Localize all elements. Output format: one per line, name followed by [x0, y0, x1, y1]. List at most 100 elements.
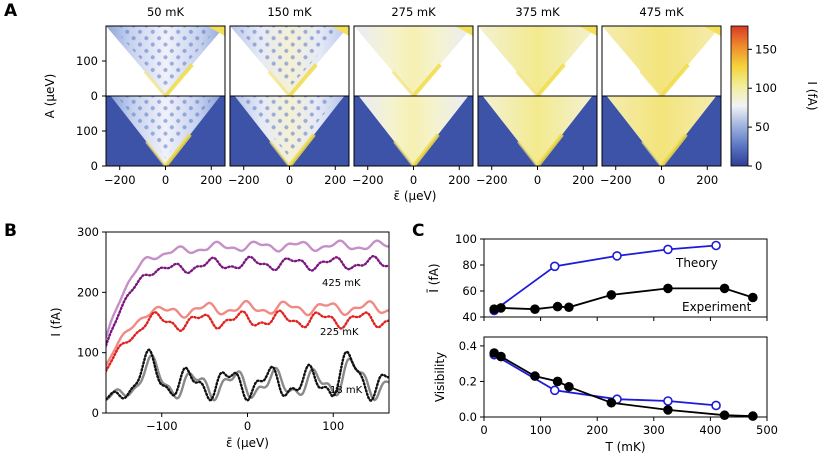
series-annotation: 18 mK: [330, 385, 363, 396]
heatmap-corner-highlight: [207, 26, 225, 36]
y-tick-label: 60: [462, 284, 477, 298]
heatmap-corner-highlight: [579, 26, 597, 36]
x-tick-label: −200: [228, 173, 260, 187]
heatmap-resonance-line: [535, 63, 566, 98]
heatmap-resonance-line: [287, 63, 318, 98]
y-axis-label: Visibility: [433, 352, 447, 402]
y-tick-label: 200: [77, 285, 99, 299]
x-axis-label: ε̄ (μeV): [226, 436, 269, 450]
x-axis-label: T (mK): [604, 440, 645, 454]
x-tick-label: 0: [658, 173, 665, 187]
x-tick-label: 0: [286, 173, 293, 187]
temperature-label: 375 mK: [515, 5, 560, 19]
temperature-label: 150 mK: [267, 5, 312, 19]
x-tick-label: 0: [410, 173, 417, 187]
y-tick-label: 0: [91, 89, 98, 103]
heatmap-resonance-line: [659, 133, 688, 168]
legend-theory: Theory: [675, 256, 718, 270]
y-tick-label: 0: [91, 159, 98, 173]
heatmap-simulated-3: [477, 95, 598, 168]
data-point: [748, 292, 758, 303]
heatmap-measured-0: [105, 25, 226, 98]
data-point: [530, 371, 540, 381]
panel-b-lineplot: 425 mK 225 mK 18 mK −100 0 100 0 100 200 300 I (fA…: [49, 225, 390, 450]
x-axis-label: ε̄ (μeV): [394, 189, 437, 203]
x-tick-label: 200: [572, 173, 594, 187]
x-tick-label: 0: [162, 173, 169, 187]
heatmap-resonance-line: [659, 63, 690, 98]
heatmap-interference-region: [478, 26, 597, 96]
panel-label-c: C: [412, 221, 424, 241]
colorbar-label: I (fA): [805, 81, 819, 110]
heatmap-interference-region: [606, 96, 717, 166]
y-tick-label: 100: [77, 346, 99, 360]
heatmap-resonance-line: [287, 133, 316, 168]
x-tick-label: 400: [699, 423, 721, 437]
data-point: [552, 376, 563, 387]
x-tick-label: 200: [200, 173, 222, 187]
y-tick-label: 100: [76, 124, 98, 138]
mean-current-plot: 40 60 80 100 Ī (fA) Theory Experiment: [427, 232, 768, 324]
axes-frame: [483, 336, 768, 418]
data-point: [549, 261, 560, 272]
heatmap-measured-2: [353, 25, 474, 98]
x-tick-label: 0: [480, 423, 487, 437]
data-point: [663, 396, 673, 406]
y-tick-label: 300: [77, 225, 99, 239]
data-point: [612, 251, 622, 261]
heatmap-interference-region: [358, 96, 469, 166]
heatmap-interference-region: [482, 96, 593, 166]
x-tick-label: 200: [448, 173, 470, 187]
heatmap-resonance-line: [163, 63, 194, 98]
heatmap-measured-4: [601, 25, 722, 98]
series-annotation: 225 mK: [320, 327, 359, 338]
heatmap-measured-1: [229, 25, 350, 98]
data-point: [549, 385, 560, 396]
heatmap-simulated-2: [353, 95, 474, 168]
colorbar-gradient: [730, 25, 749, 167]
heatmap-fringe-pattern: [240, 96, 339, 158]
heatmap-resonance-line: [393, 140, 415, 167]
temperature-label: 475 mK: [639, 5, 684, 19]
heatmap-corner-highlight: [703, 26, 721, 36]
y-tick-label: 80: [462, 258, 477, 272]
data-point: [552, 301, 563, 312]
data-point: [663, 244, 673, 255]
heatmap-resonance-line: [267, 70, 291, 97]
heatmap-resonance-line: [535, 133, 564, 168]
panel-b-series: [106, 239, 389, 402]
heatmap-simulated-4: [601, 95, 722, 168]
x-tick-label: −100: [146, 419, 178, 433]
temperature-label: 50 mK: [147, 5, 184, 19]
data-point: [663, 405, 673, 415]
data-point: [711, 240, 721, 251]
heatmap-simulated-0: [105, 95, 226, 168]
x-tick-label: 100: [322, 419, 344, 433]
x-tick-label: 100: [530, 423, 552, 437]
colorbar-tick-label: 100: [755, 81, 777, 95]
x-tick-label: 300: [643, 423, 665, 437]
y-tick-label: 100: [455, 232, 477, 246]
y-tick-label: 0.4: [459, 339, 477, 353]
data-point: [748, 411, 758, 421]
y-axis-label: A (μeV): [43, 74, 57, 119]
series-line: [106, 309, 389, 373]
heatmap-resonance-line: [517, 140, 539, 167]
colorbar-tick-label: 50: [755, 120, 770, 134]
heatmap-resonance-line: [411, 63, 442, 98]
heatmap-resonance-line: [391, 70, 415, 97]
heatmap-resonance-line: [641, 140, 663, 167]
series-line: [106, 254, 389, 347]
data-point: [719, 283, 730, 294]
data-point: [606, 397, 617, 408]
y-tick-label: 100: [76, 54, 98, 68]
heatmap-resonance-line: [639, 70, 663, 97]
heatmap-measured-3: [477, 25, 598, 98]
data-point: [663, 283, 673, 294]
panel-a-heatmaps: 50 mK −200 0 200 150 mK −200 0 200 275 mK −200 0 20…: [43, 5, 722, 203]
data-point: [564, 381, 574, 392]
heatmap-interference-region: [354, 26, 473, 96]
heatmap-resonance-line: [145, 140, 167, 167]
x-tick-label: −200: [476, 173, 508, 187]
